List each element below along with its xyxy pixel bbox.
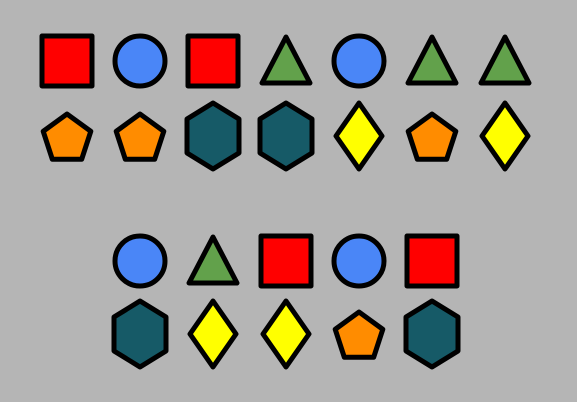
triangle-shape (405, 34, 459, 86)
top-group-row-1 (39, 33, 532, 89)
circle-shape (112, 233, 168, 289)
circle-shape (331, 33, 387, 89)
circle-shape (112, 33, 168, 89)
top-group (39, 33, 532, 172)
circle-shape (331, 233, 387, 289)
bottom-group-row-1 (112, 233, 460, 289)
diamond-shape (260, 298, 312, 370)
hexagon-shape (403, 298, 461, 370)
top-group-row-2 (40, 100, 531, 172)
square-shape (404, 233, 460, 289)
hexagon-shape (184, 100, 242, 172)
bottom-group-row-2 (111, 298, 461, 370)
triangle-shape (478, 34, 532, 86)
hexagon-shape (111, 298, 169, 370)
square-shape (39, 33, 95, 89)
square-shape (258, 233, 314, 289)
triangle-shape (259, 34, 313, 86)
square-shape (185, 33, 241, 89)
pentagon-shape (40, 111, 94, 162)
pentagon-shape (113, 111, 167, 162)
diamond-shape (333, 100, 385, 172)
pentagon-shape (405, 111, 459, 162)
pentagon-shape (332, 309, 386, 360)
hexagon-shape (257, 100, 315, 172)
triangle-shape (186, 234, 240, 286)
bottom-group (111, 233, 461, 370)
diamond-shape (187, 298, 239, 370)
diamond-shape (479, 100, 531, 172)
